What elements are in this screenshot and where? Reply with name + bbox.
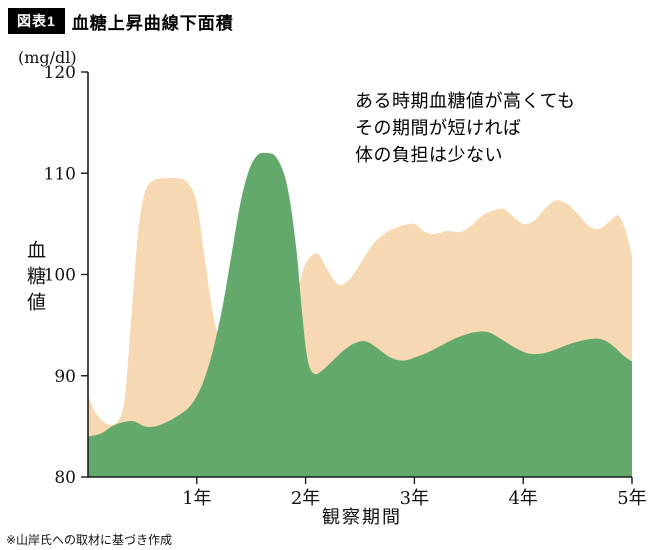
- figure-header: 図表1 血糖上昇曲線下面積: [8, 8, 234, 34]
- svg-text:3年: 3年: [400, 488, 429, 509]
- annotation-line-1: ある時期血糖値が高くても: [355, 91, 576, 112]
- svg-text:110: 110: [44, 164, 76, 184]
- annotation-line-2: その期間が短ければ: [355, 118, 522, 139]
- figure-badge: 図表1: [8, 8, 65, 34]
- x-axis-title: 観察期間: [322, 507, 402, 528]
- svg-text:2年: 2年: [291, 488, 320, 509]
- svg-text:5年: 5年: [617, 488, 646, 509]
- svg-text:4年: 4年: [508, 488, 537, 509]
- svg-text:90: 90: [54, 367, 76, 387]
- svg-text:100: 100: [44, 266, 76, 286]
- svg-text:1年: 1年: [182, 488, 211, 509]
- green-area: [88, 152, 632, 477]
- annotation-line-3: 体の負担は少ない: [355, 145, 503, 166]
- y-axis-unit-label: (mg/dl): [18, 48, 77, 67]
- figure-title: 血糖上昇曲線下面積: [71, 13, 234, 33]
- chart-annotation: ある時期血糖値が高くても その期間が短ければ 体の負担は少ない: [355, 88, 576, 169]
- svg-text:120: 120: [44, 63, 76, 83]
- y-axis-title: 血糖値: [24, 240, 46, 318]
- source-footnote: ※山岸氏への取材に基づき作成: [6, 533, 173, 547]
- svg-text:80: 80: [54, 468, 76, 488]
